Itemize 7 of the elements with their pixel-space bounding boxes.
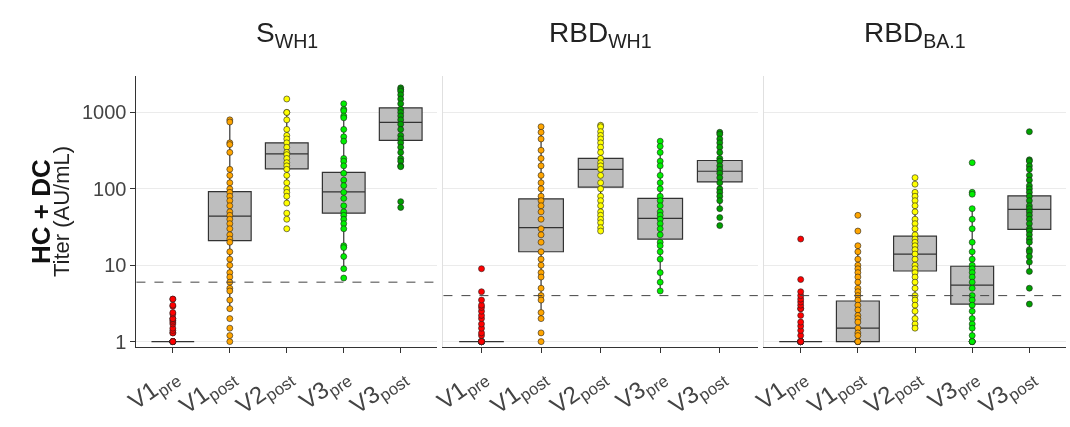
chart-title: S$_{WH1}$ — [256, 17, 319, 52]
y-tick-label: 1000 — [81, 101, 127, 124]
y-tick-label: 1 — [115, 330, 127, 353]
y-tick-label: 10 — [104, 254, 127, 277]
y-tick-label: 100 — [93, 177, 127, 200]
chart-title: RBD$_{WH1}$ — [549, 17, 652, 52]
chart-title: RBD$_{BA.1}$ — [864, 17, 966, 52]
